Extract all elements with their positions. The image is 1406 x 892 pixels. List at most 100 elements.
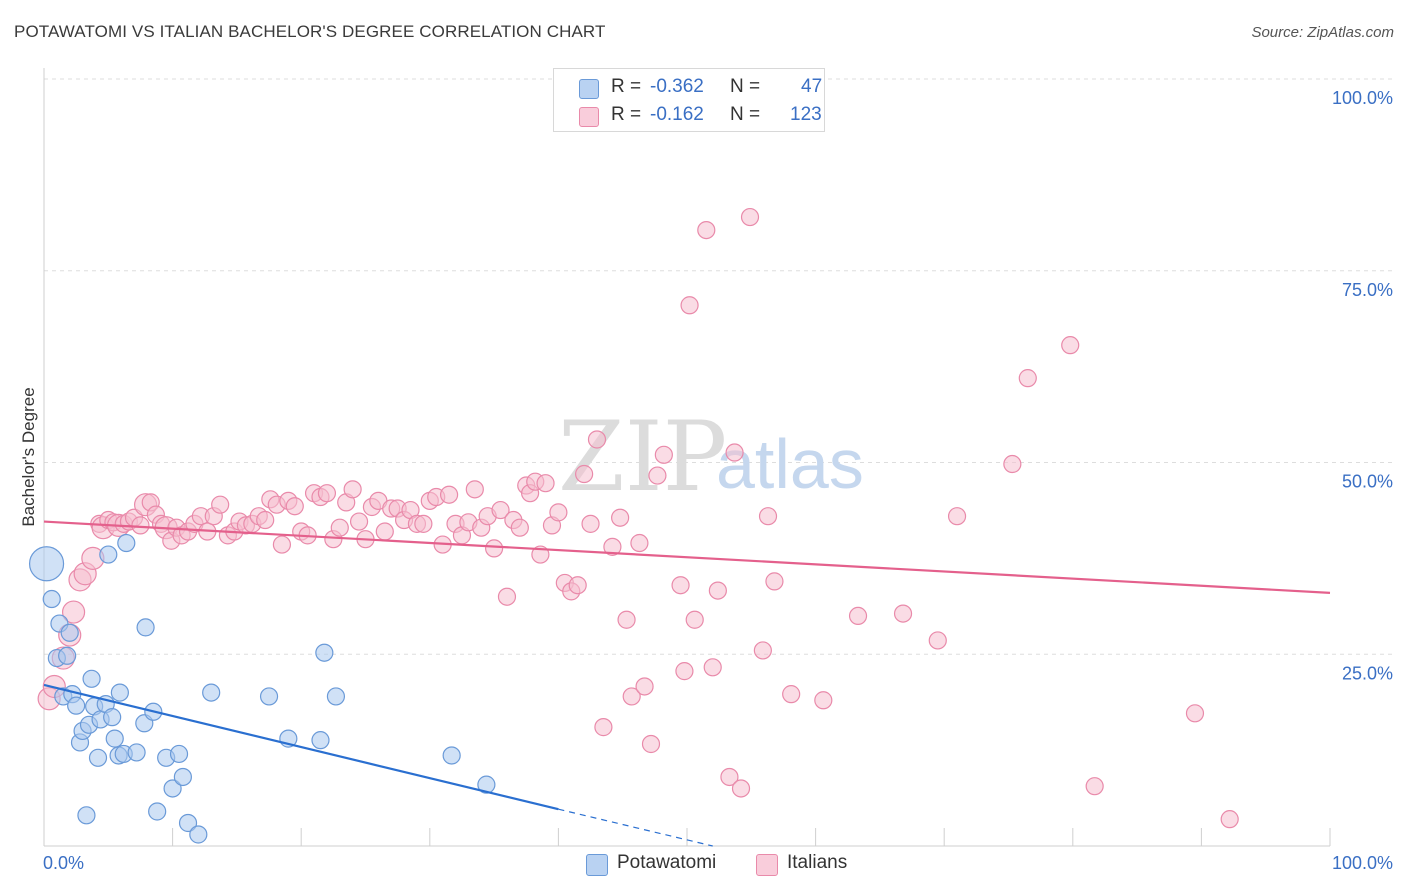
potawatomi-legend-swatch: [586, 854, 608, 876]
italians-point: [617, 610, 636, 629]
potawatomi-point: [127, 743, 146, 762]
italians-point: [375, 522, 394, 541]
potawatomi-point: [311, 731, 330, 750]
potawatomi-points: [28, 533, 496, 844]
x-tick-label: 0.0%: [43, 853, 84, 873]
italians-point: [131, 516, 150, 535]
italians-point: [1018, 369, 1037, 388]
potawatomi-point: [189, 825, 208, 844]
italians-point: [814, 691, 833, 710]
y-tick-label: 100.0%: [1332, 88, 1393, 108]
italians-point: [648, 466, 667, 485]
italians-point: [630, 533, 649, 553]
legend-n-value: 47: [801, 76, 823, 97]
potawatomi-point: [103, 708, 122, 727]
potawatomi-point: [42, 589, 61, 609]
italians-point: [211, 495, 230, 514]
italians-point: [575, 464, 594, 484]
italians-point: [680, 296, 699, 315]
italians-point: [330, 518, 349, 537]
italians-point: [61, 600, 86, 624]
italians-point: [635, 677, 654, 696]
italians-point: [439, 485, 459, 504]
italians-point: [622, 687, 641, 706]
legend-row-italians: R = -0.162 N = 123: [554, 101, 824, 129]
italians-point: [765, 572, 784, 591]
italians-point: [703, 658, 722, 677]
italians-point: [731, 779, 751, 798]
italians-point: [697, 220, 716, 240]
italians-point: [1003, 454, 1022, 474]
potawatomi-point: [163, 779, 182, 798]
potawatomi-point: [58, 646, 77, 665]
potawatomi-point: [77, 806, 96, 825]
potawatomi-point: [315, 643, 334, 662]
y-axis-label: Bachelor's Degree: [19, 387, 38, 526]
italians-swatch: [579, 107, 599, 127]
italians-point: [675, 662, 694, 681]
legend-n-label: N =: [730, 76, 761, 97]
legend-n-label: N =: [730, 104, 761, 125]
italians-point: [1085, 777, 1104, 796]
grid-layer: [44, 78, 1392, 655]
italians-point: [510, 518, 529, 537]
potawatomi-point: [82, 669, 101, 688]
legend-r-value: -0.362: [650, 76, 704, 97]
italians-point: [485, 539, 504, 558]
potawatomi-point: [67, 696, 86, 715]
italians-point: [758, 507, 778, 526]
watermark-atlas: atlas: [716, 425, 864, 503]
potawatomi-point: [442, 746, 461, 765]
legend-row-potawatomi: R = -0.362 N = 47: [554, 73, 824, 101]
italians-legend-swatch: [756, 854, 778, 876]
x-tick-label: 100.0%: [1332, 853, 1393, 873]
italians-point: [725, 443, 744, 462]
trend-lines: [43, 520, 1331, 847]
potawatomi-point: [259, 687, 279, 706]
y-tick-label: 25.0%: [1342, 663, 1393, 683]
chart-source: Source: ZipAtlas.com: [1251, 24, 1394, 41]
italians-point: [497, 587, 517, 606]
italians-point: [753, 641, 772, 660]
y-tick-label: 50.0%: [1342, 472, 1393, 492]
axes-layer: [43, 68, 1331, 847]
italians-point: [928, 631, 947, 650]
potawatomi-point: [173, 767, 192, 787]
italians-point: [414, 514, 433, 533]
italians-point: [782, 685, 801, 704]
italians-point: [549, 503, 568, 522]
italians-point: [256, 510, 275, 530]
italians-point: [272, 535, 292, 554]
italians-point: [317, 484, 337, 503]
italians-point: [740, 207, 760, 227]
potawatomi-point: [117, 533, 136, 553]
chart-title: POTAWATOMI VS ITALIAN BACHELOR'S DEGREE …: [14, 22, 606, 41]
italians-point: [1061, 336, 1080, 355]
watermark: ZIP atlas: [558, 401, 864, 513]
potawatomi-point: [60, 623, 79, 642]
italians-point: [893, 604, 913, 623]
potawatomi-point: [178, 813, 198, 833]
italians-point: [671, 576, 690, 595]
potawatomi-point: [326, 687, 346, 706]
italians-point: [594, 718, 613, 737]
correlation-legend: R = -0.362 N = 47 R = -0.162 N = 123: [553, 68, 825, 132]
italians-point: [285, 497, 304, 516]
italians-point: [720, 767, 739, 787]
potawatomi-trend-line: [43, 683, 559, 811]
potawatomi-point: [169, 744, 189, 764]
italians-point: [685, 610, 704, 629]
potawatomi-legend-label: Potawatomi: [617, 852, 717, 873]
potawatomi-point: [136, 618, 155, 637]
y-tick-label: 75.0%: [1342, 280, 1393, 300]
tick-labels: 25.0% 50.0% 75.0% 100.0% 0.0% 100.0%: [43, 88, 1393, 873]
italians-point: [587, 430, 607, 449]
legend-n-value: 123: [790, 104, 822, 125]
italians-point: [568, 576, 587, 595]
potawatomi-point: [202, 683, 221, 702]
watermark-zip: ZIP: [558, 401, 727, 513]
italians-point: [641, 734, 661, 754]
italians-point: [848, 606, 868, 626]
italians-point: [349, 512, 369, 531]
